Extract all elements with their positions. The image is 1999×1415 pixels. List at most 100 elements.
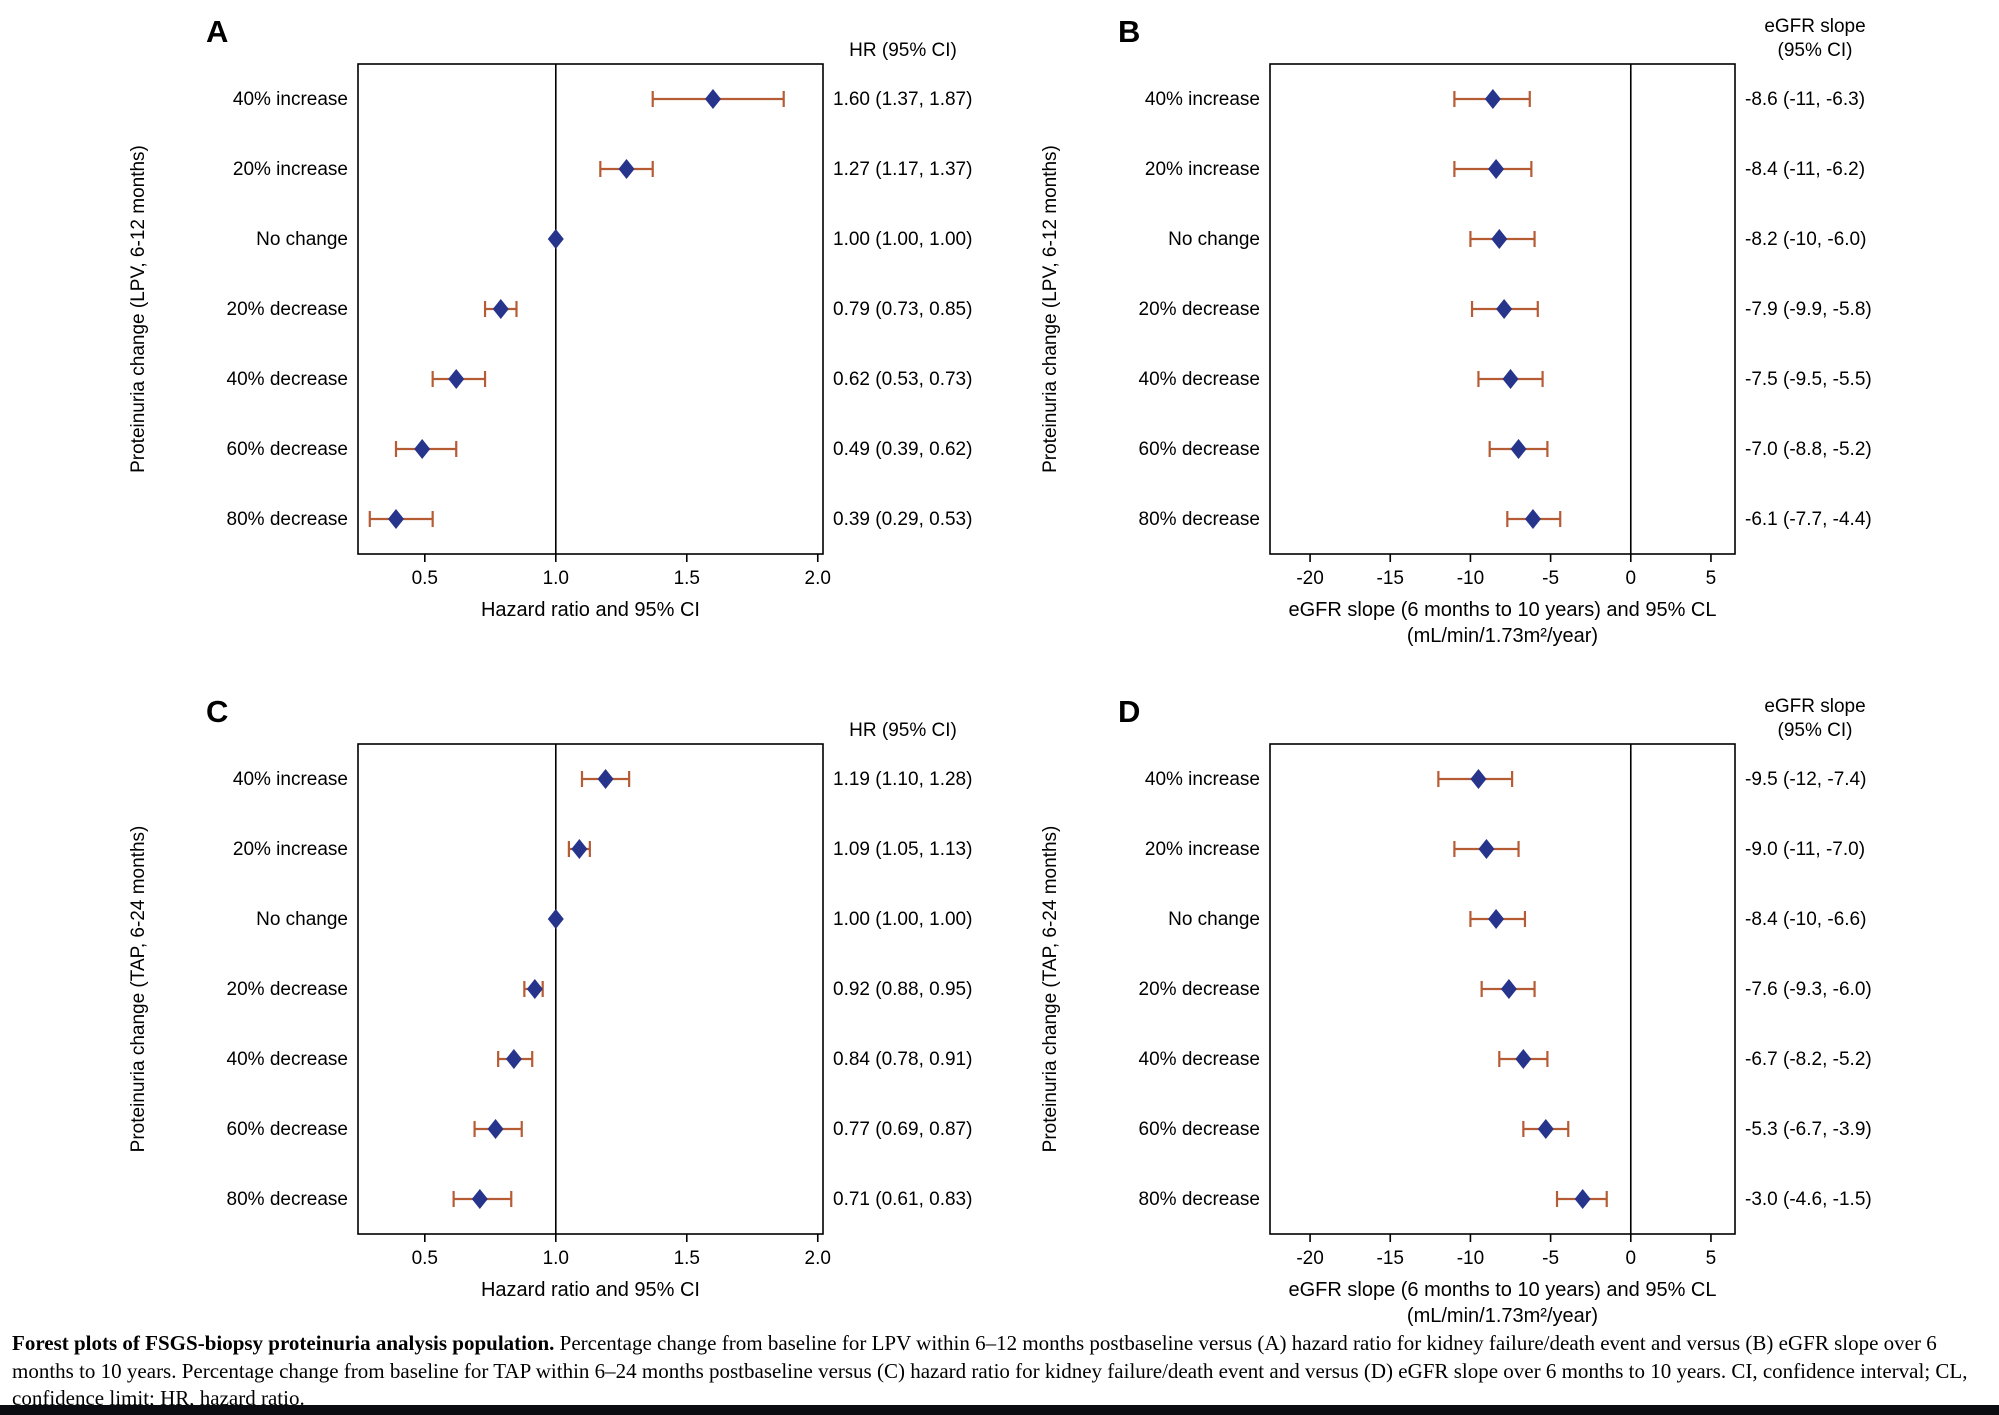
category-label: No change: [1168, 229, 1260, 250]
value-label: 0.84 (0.78, 0.91): [833, 1049, 972, 1070]
category-label: 20% decrease: [1139, 299, 1260, 320]
category-label: 20% decrease: [227, 299, 348, 320]
category-label: 40% increase: [1145, 769, 1260, 790]
point-diamond: [1478, 839, 1495, 859]
y-axis-label: Proteinuria change (LPV, 6-12 months): [1040, 145, 1061, 473]
value-label: -8.4 (-11, -6.2): [1745, 159, 1865, 180]
value-label: 0.62 (0.53, 0.73): [833, 369, 972, 390]
panel-letter: C: [206, 694, 228, 729]
category-label: 80% decrease: [1139, 1189, 1260, 1210]
category-label: 20% decrease: [1139, 979, 1260, 1000]
x-tick-label: -15: [1377, 1248, 1404, 1269]
category-label: No change: [1168, 909, 1260, 930]
category-label: 80% decrease: [227, 509, 348, 530]
category-label: 40% decrease: [227, 1049, 348, 1070]
value-label: 1.19 (1.10, 1.28): [833, 769, 972, 790]
x-tick-label: -5: [1542, 568, 1559, 589]
category-label: No change: [256, 229, 348, 250]
category-label: 20% increase: [233, 159, 348, 180]
value-label: 0.49 (0.39, 0.62): [833, 439, 972, 460]
value-label: -6.7 (-8.2, -5.2): [1745, 1049, 1872, 1070]
category-label: 20% increase: [1145, 839, 1260, 860]
category-label: 60% decrease: [227, 1119, 348, 1140]
point-diamond: [1510, 439, 1527, 459]
value-column-header: (95% CI): [1778, 720, 1853, 741]
x-tick-label: 2.0: [805, 1248, 831, 1269]
value-label: -9.0 (-11, -7.0): [1745, 839, 1865, 860]
value-column-header: HR (95% CI): [849, 40, 957, 61]
point-diamond: [1491, 229, 1508, 249]
bottom-bar: [0, 1405, 1999, 1415]
category-label: 40% decrease: [1139, 369, 1260, 390]
x-tick-label: 2.0: [805, 568, 831, 589]
point-diamond: [547, 909, 564, 929]
x-tick-label: 0.5: [412, 568, 438, 589]
category-label: 80% decrease: [227, 1189, 348, 1210]
point-diamond: [1502, 369, 1519, 389]
panel-letter: D: [1118, 694, 1140, 729]
x-tick-label: 0: [1625, 1248, 1636, 1269]
caption-body: Percentage change from baseline for LPV …: [12, 1331, 1968, 1411]
category-label: 60% decrease: [1139, 439, 1260, 460]
x-axis-label: (mL/min/1.73m²/year): [1407, 1305, 1598, 1327]
category-label: 40% increase: [233, 769, 348, 790]
value-column-header: eGFR slope: [1764, 16, 1865, 37]
value-label: 0.92 (0.88, 0.95): [833, 979, 972, 1000]
point-diamond: [1500, 979, 1517, 999]
value-label: -8.2 (-10, -6.0): [1745, 229, 1866, 250]
x-tick-label: -20: [1296, 1248, 1323, 1269]
value-label: -5.3 (-6.7, -3.9): [1745, 1119, 1872, 1140]
value-label: 0.39 (0.29, 0.53): [833, 509, 972, 530]
x-tick-label: 1.0: [543, 1248, 569, 1269]
x-tick-label: 1.5: [674, 1248, 700, 1269]
plot-frame: [357, 743, 824, 1235]
value-label: 1.27 (1.17, 1.37): [833, 159, 972, 180]
x-axis-label: eGFR slope (6 months to 10 years) and 95…: [1289, 1279, 1717, 1301]
value-column-header: (95% CI): [1778, 40, 1853, 61]
value-label: -8.6 (-11, -6.3): [1745, 89, 1865, 110]
plot-frame: [1269, 63, 1736, 555]
panel-letter: B: [1118, 14, 1140, 49]
value-label: -9.5 (-12, -7.4): [1745, 769, 1866, 790]
forest-panel-a: A HR (95% CI) 0.5 1.0 1.5 2.0 Hazard ratio and…: [128, 14, 972, 621]
point-diamond: [547, 229, 564, 249]
point-diamond: [1488, 909, 1505, 929]
point-diamond: [1496, 299, 1513, 319]
point-diamond: [1537, 1119, 1554, 1139]
value-label: -7.9 (-9.9, -5.8): [1745, 299, 1872, 320]
point-diamond: [1484, 89, 1501, 109]
value-label: -7.5 (-9.5, -5.5): [1745, 369, 1872, 390]
category-label: 80% decrease: [1139, 509, 1260, 530]
forest-panel-c: C HR (95% CI) 0.5 1.0 1.5 2.0 Hazard ratio and…: [128, 694, 972, 1301]
panel-letter: A: [206, 14, 228, 49]
x-tick-label: -10: [1457, 568, 1484, 589]
value-label: -3.0 (-4.6, -1.5): [1745, 1189, 1872, 1210]
point-diamond: [1488, 159, 1505, 179]
x-axis-label: (mL/min/1.73m²/year): [1407, 625, 1598, 647]
category-label: 60% decrease: [1139, 1119, 1260, 1140]
category-label: No change: [256, 909, 348, 930]
x-axis-label: Hazard ratio and 95% CI: [481, 599, 700, 621]
category-label: 40% increase: [1145, 89, 1260, 110]
x-tick-label: 1.5: [674, 568, 700, 589]
x-axis-label: eGFR slope (6 months to 10 years) and 95…: [1289, 599, 1717, 621]
point-diamond: [597, 769, 614, 789]
y-axis-label: Proteinuria change (LPV, 6-12 months): [128, 145, 149, 473]
plot-frame: [1269, 743, 1736, 1235]
point-diamond: [1515, 1049, 1532, 1069]
value-label: -8.4 (-10, -6.6): [1745, 909, 1866, 930]
value-label: 0.71 (0.61, 0.83): [833, 1189, 972, 1210]
x-tick-label: 0.5: [412, 1248, 438, 1269]
x-axis-label: Hazard ratio and 95% CI: [481, 1279, 700, 1301]
x-tick-label: 5: [1706, 568, 1717, 589]
point-diamond: [618, 159, 635, 179]
plot-frame: [357, 63, 824, 555]
point-diamond: [1470, 769, 1487, 789]
category-label: 20% decrease: [227, 979, 348, 1000]
x-tick-label: -20: [1296, 568, 1323, 589]
value-label: 1.09 (1.05, 1.13): [833, 839, 972, 860]
value-label: -7.6 (-9.3, -6.0): [1745, 979, 1872, 1000]
